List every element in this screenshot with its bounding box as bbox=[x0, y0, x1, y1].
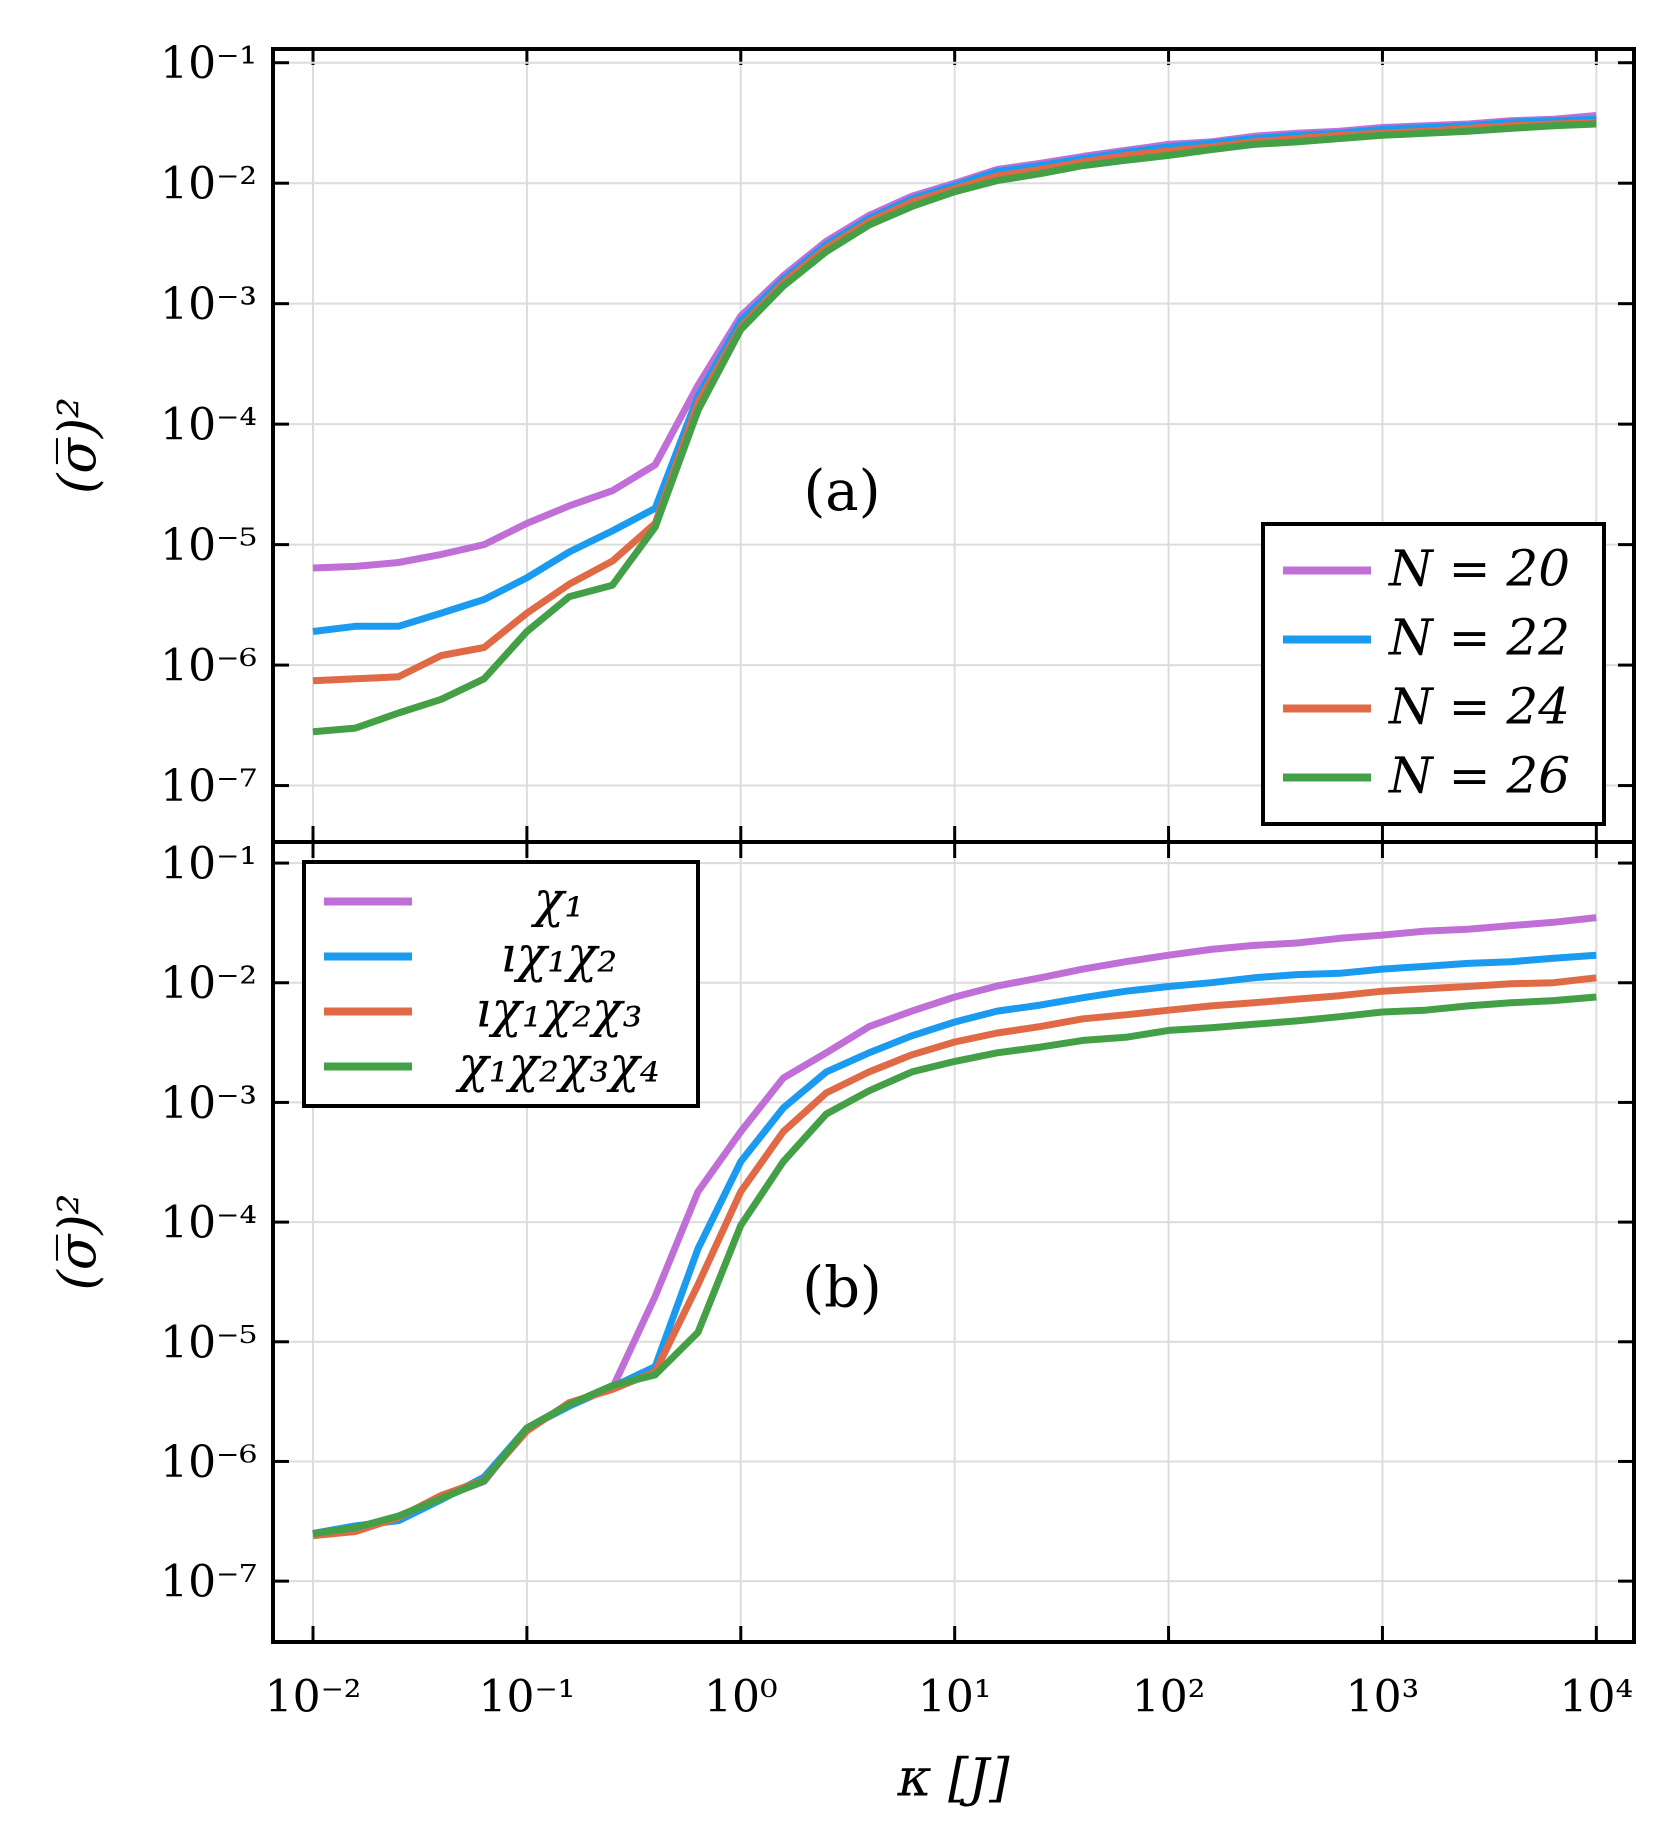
y-tick-label: 10⁻⁷ bbox=[160, 761, 257, 812]
y-tick-label: 10⁻⁶ bbox=[160, 641, 257, 692]
y-tick-label: 10⁻¹ bbox=[160, 839, 257, 890]
y-tick-label: 10⁻² bbox=[160, 958, 257, 1009]
panel: 10⁻² 10⁻¹ 10⁰ 10¹ 10² 10³ 10⁴ 10⁻⁷ 10⁻⁶ 10⁻⁵ 10⁻⁴ 1… bbox=[49, 839, 1636, 1809]
series-line bbox=[312, 993, 1597, 1537]
y-tick-label: 10⁻² bbox=[160, 159, 257, 210]
y-tick-label: 10⁻⁶ bbox=[160, 1437, 257, 1488]
legend-label: N = 26 bbox=[1388, 747, 1570, 805]
y-tick-label: 10⁻¹ bbox=[160, 38, 257, 89]
y-tick-label: 10⁻⁴ bbox=[160, 1198, 257, 1249]
legend-label: χ₁ bbox=[531, 871, 584, 929]
y-axis-label: (σ̅)² bbox=[49, 1194, 109, 1291]
y-tick-label: 10⁻⁵ bbox=[160, 1317, 257, 1368]
x-tick-label: 10⁰ bbox=[704, 1672, 778, 1723]
y-axis-label: (σ̅)² bbox=[49, 397, 109, 494]
legend-label: N = 24 bbox=[1388, 678, 1570, 736]
x-axis-label: κ [J] bbox=[896, 1749, 1010, 1809]
x-tick-label: 10² bbox=[1132, 1672, 1206, 1723]
x-tick-label: 10⁻¹ bbox=[478, 1672, 575, 1723]
legend: N = 20 N = 22 N = 24 N = 26 bbox=[1261, 522, 1606, 826]
annotation: (b) bbox=[802, 1256, 882, 1321]
legend-label: χ₁χ₂χ₃χ₄ bbox=[455, 1036, 659, 1094]
legend-label: N = 20 bbox=[1388, 540, 1570, 598]
legend-label: ıχ₁χ₂ bbox=[501, 926, 618, 984]
y-tick-label: 10⁻⁴ bbox=[160, 400, 257, 451]
y-tick-label: 10⁻³ bbox=[160, 279, 257, 330]
x-tick-label: 10³ bbox=[1346, 1672, 1420, 1723]
x-tick-label: 10⁻² bbox=[265, 1672, 362, 1723]
series-line bbox=[312, 120, 1597, 736]
x-tick-label: 10¹ bbox=[918, 1672, 992, 1723]
legend-label: N = 22 bbox=[1388, 609, 1570, 667]
legend-label: ıχ₁χ₂χ₃ bbox=[475, 981, 642, 1039]
plot-frame bbox=[271, 840, 1636, 1644]
y-tick-label: 10⁻⁷ bbox=[160, 1557, 257, 1608]
annotation: (a) bbox=[803, 459, 880, 524]
panel: 10⁻⁷ 10⁻⁶ 10⁻⁵ 10⁻⁴ 10⁻³ 10⁻² 10⁻¹ (a) (σ̅)² N = … bbox=[49, 38, 1636, 844]
y-tick-label: 10⁻³ bbox=[160, 1078, 257, 1129]
x-tick-label: 10⁴ bbox=[1560, 1672, 1634, 1723]
y-tick-label: 10⁻⁵ bbox=[160, 520, 257, 571]
